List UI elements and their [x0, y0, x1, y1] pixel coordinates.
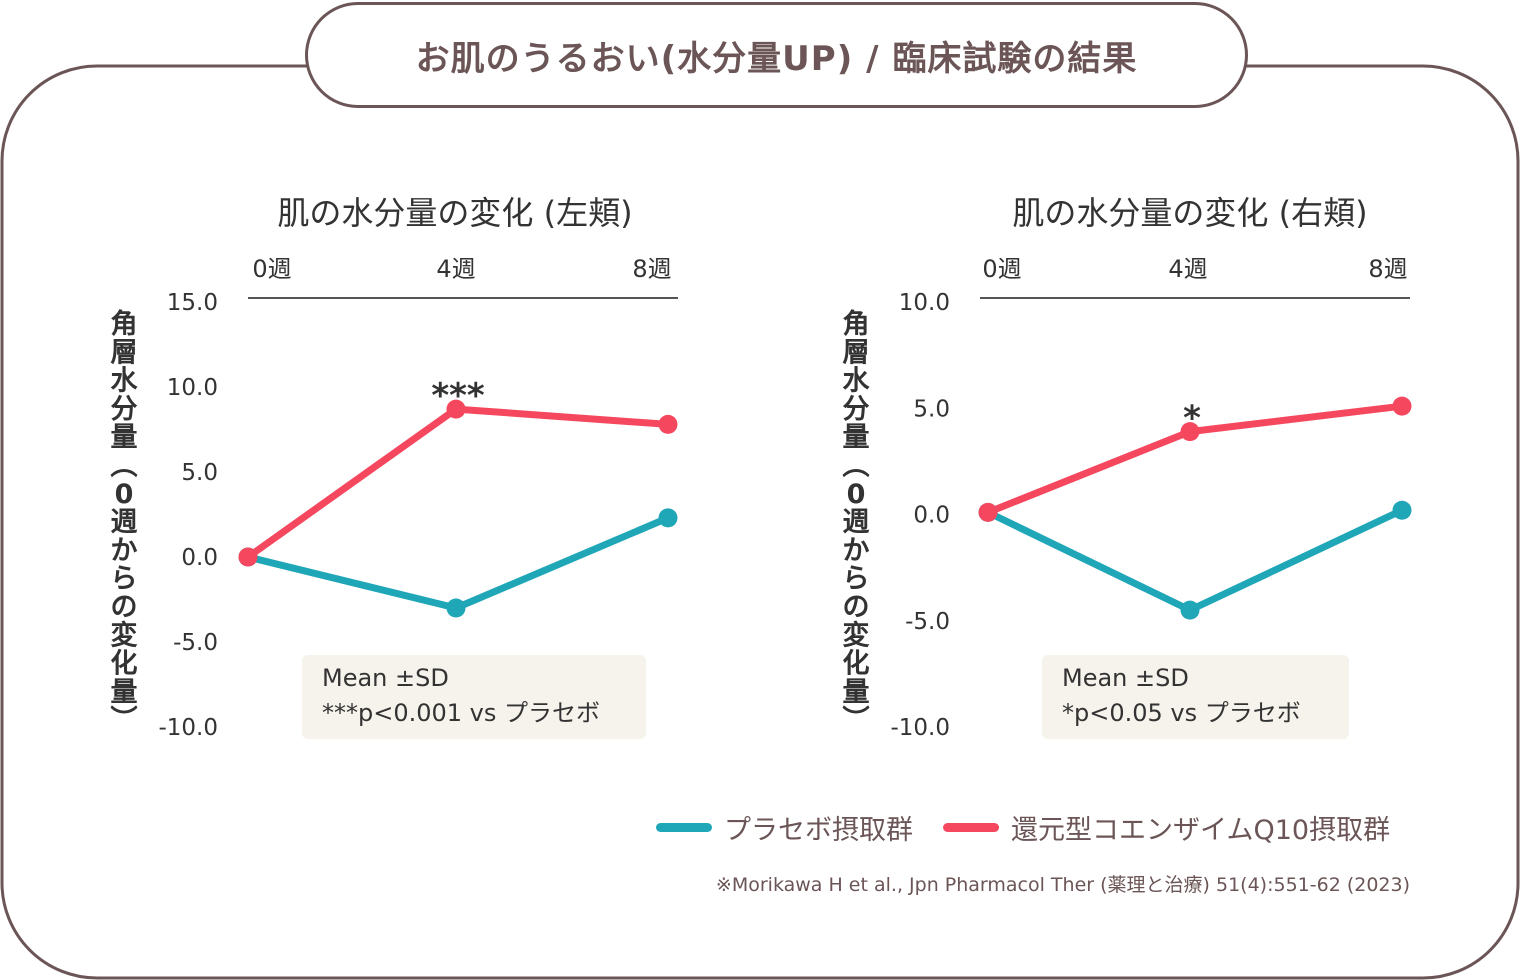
left-data-point-coq10-2 [658, 414, 678, 434]
left-data-point-placebo-2 [658, 508, 678, 528]
left-y-tick-label-3: 0.0 [181, 545, 218, 571]
left-significance-marker: *** [431, 376, 485, 416]
right-y-tick-label-4: -10.0 [890, 715, 950, 741]
chart-right: 0週 4週 8週 10.0 5.0 0.0 -5.0 -10.0 角層水分量︵ 0 週からの変化量︶… [843, 255, 1412, 741]
legend-label-placebo: プラセボ摂取群 [724, 815, 913, 846]
right-y-tick-label-2: 0.0 [913, 503, 950, 529]
right-y-tick-label-1: 5.0 [913, 396, 950, 422]
legend-label-coq10: 還元型コエンザイムQ10摂取群 [1011, 815, 1391, 846]
left-y-tick-label-1: 10.0 [167, 375, 218, 401]
source-citation: ※Morikawa H et al., Jpn Pharmacol Ther (… [715, 874, 1410, 896]
right-stats-note-line-0: Mean ±SD [1062, 664, 1189, 692]
right-series-line-placebo [984, 506, 1406, 614]
right-significance-marker: * [1183, 399, 1201, 439]
right-data-point-placebo-1 [1180, 600, 1200, 620]
left-x-tick-label-1: 4週 [436, 255, 475, 283]
left-data-point-placebo-1 [446, 598, 466, 618]
left-data-point-coq10-1 [446, 399, 466, 419]
right-data-point-coq10-1 [1180, 422, 1200, 442]
left-y-tick-label-5: -10.0 [158, 715, 218, 741]
left-x-tick-label-2: 8週 [632, 255, 671, 283]
left-stats-note-box [302, 655, 646, 739]
left-stats-note-line-0: Mean ±SD [322, 664, 449, 692]
left-data-point-coq10-0 [238, 547, 258, 567]
left-y-tick-label-2: 5.0 [181, 460, 218, 486]
right-data-point-coq10-2 [1392, 396, 1412, 416]
chart-title-left: 肌の水分量の変化 (左頬) [277, 194, 633, 232]
left-y-axis-label: 角層水分量︵ 0 週からの変化量︶ [111, 308, 139, 736]
right-stats-note-line-1: *p<0.05 vs プラセボ [1062, 699, 1301, 727]
legend: プラセボ摂取群 還元型コエンザイムQ10摂取群 [656, 808, 1390, 847]
legend-swatch-placebo [656, 823, 712, 832]
right-data-point-placebo-2 [1392, 500, 1412, 520]
page-title: お肌のうるおい(水分量UP) / 臨床試験の結果 [305, 2, 1248, 108]
right-x-tick-label-2: 8週 [1368, 255, 1407, 283]
right-x-tick-label-0: 0週 [982, 255, 1021, 283]
right-y-tick-label-3: -5.0 [905, 609, 950, 635]
right-data-point-coq10-0 [978, 502, 998, 522]
chart-title-right: 肌の水分量の変化 (右頬) [1012, 194, 1368, 232]
left-x-tick-label-0: 0週 [252, 255, 291, 283]
right-x-tick-label-1: 4週 [1168, 255, 1207, 283]
right-y-axis-label: 角層水分量︵ 0 週からの変化量︶ [843, 308, 871, 736]
legend-swatch-coq10 [943, 823, 999, 832]
left-stats-note-line-1: ***p<0.001 vs プラセボ [322, 699, 600, 727]
left-y-tick-label-4: -5.0 [173, 630, 218, 656]
left-y-tick-label-0: 15.0 [167, 290, 218, 316]
right-y-tick-label-0: 10.0 [899, 290, 950, 316]
chart-left: 0週 4週 8週 15.0 10.0 5.0 0.0 -5.0 -10.0 角層水分量︵ 0 週からの… [111, 255, 678, 741]
right-stats-note-box [1042, 655, 1349, 739]
